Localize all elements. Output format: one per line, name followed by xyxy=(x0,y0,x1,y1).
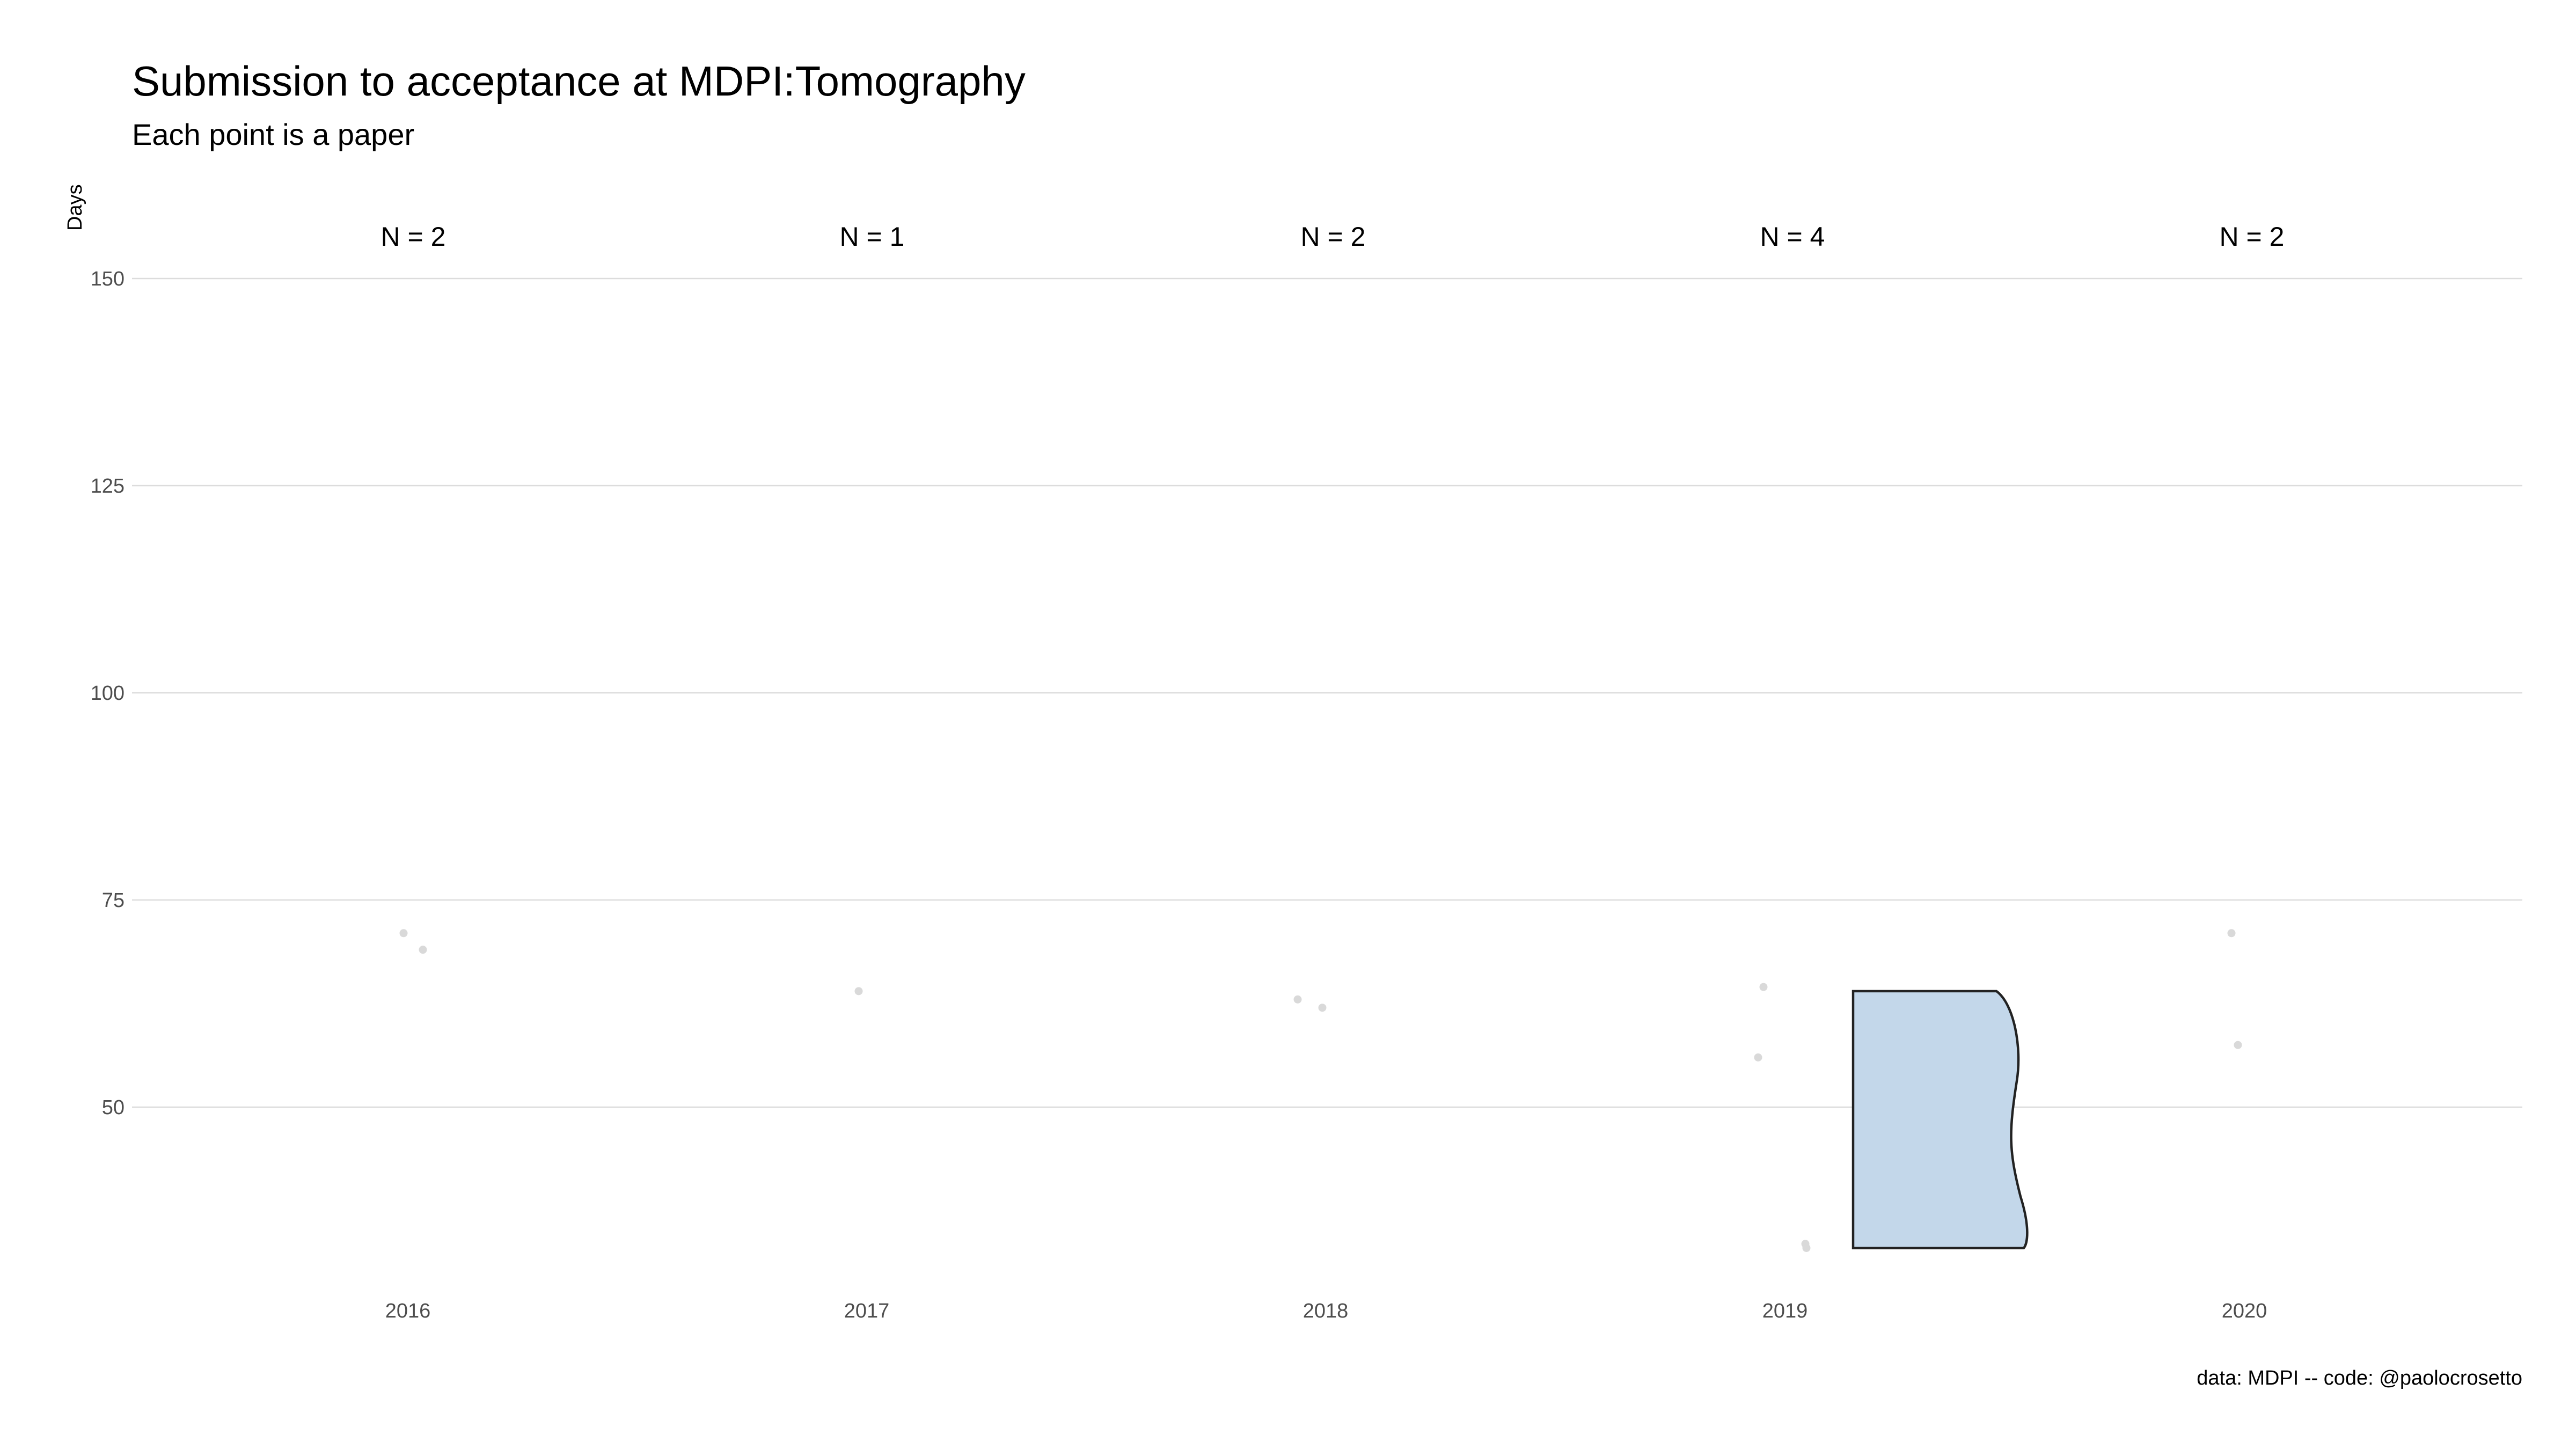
x-axis-ticks: 2016 2017 2018 2019 2020 xyxy=(385,1300,2267,1322)
data-point xyxy=(1754,1053,1762,1062)
y-tick-label: 100 xyxy=(91,682,125,705)
data-point xyxy=(854,987,863,996)
y-axis-label: Days xyxy=(64,184,86,231)
count-label: N = 2 xyxy=(1301,222,1366,252)
count-label: N = 2 xyxy=(2220,222,2285,252)
data-point xyxy=(1318,1004,1327,1012)
data-point xyxy=(2227,929,2236,938)
y-axis-ticks: 50 75 100 125 150 xyxy=(91,268,125,1119)
data-points xyxy=(399,929,2242,1252)
data-point xyxy=(399,929,408,938)
data-point xyxy=(1293,995,1302,1004)
x-tick-label: 2016 xyxy=(385,1300,431,1322)
data-point xyxy=(419,946,427,954)
count-label: N = 2 xyxy=(381,222,446,252)
count-label: N = 1 xyxy=(840,222,905,252)
violin-2019 xyxy=(1851,990,2029,1249)
x-tick-label: 2018 xyxy=(1303,1300,1349,1322)
chart-caption: data: MDPI -- code: @paolocrosetto xyxy=(2197,1367,2522,1389)
x-tick-label: 2019 xyxy=(1762,1300,1808,1322)
count-label: N = 4 xyxy=(1760,222,1825,252)
data-point xyxy=(2234,1041,2242,1049)
x-tick-label: 2017 xyxy=(844,1300,890,1322)
data-point xyxy=(1759,983,1768,991)
count-labels: N = 2 N = 1 N = 2 N = 4 N = 2 xyxy=(381,222,2285,252)
chart-title: Submission to acceptance at MDPI:Tomogra… xyxy=(132,57,1026,105)
x-tick-label: 2020 xyxy=(2222,1300,2267,1322)
gridlines xyxy=(132,277,2522,1108)
y-tick-label: 125 xyxy=(91,475,125,497)
y-tick-label: 150 xyxy=(91,268,125,290)
violins xyxy=(1851,990,2029,1249)
y-tick-label: 75 xyxy=(102,889,125,912)
y-tick-label: 50 xyxy=(102,1096,125,1119)
data-point xyxy=(1802,1243,1811,1252)
chart-subtitle: Each point is a paper xyxy=(132,118,414,151)
